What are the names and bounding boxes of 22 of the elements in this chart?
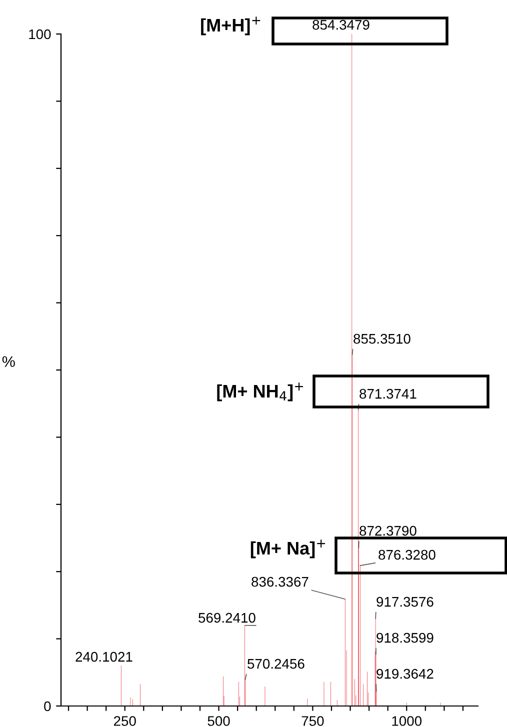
annotation: 854.3479 [312,20,370,30]
annotation: 918.3599 [376,632,434,643]
annotation: [M+H]$^{+}$ [201,16,260,36]
annotation: [M+ Na]$^{+}$ [250,540,326,558]
annotation: 872.3790 [360,526,416,536]
x-tick-label: 1000 [392,716,422,726]
x-tick-label: 750 [302,716,324,726]
annotation: [M+ NH$_{4}$]$^{+}$ [217,382,303,402]
y-tick-label: 0 [44,701,51,712]
annotation: 240.1021 [76,652,132,662]
x-tick-label: 500 [208,716,230,726]
annotation: 836.3367 [252,576,308,587]
annotation: 855.3510 [354,334,410,344]
annotation: 570.2456 [248,658,304,669]
annotation: 871.3741 [360,388,416,399]
y-tick-label: 100 [29,29,51,40]
annotation: 876.3280 [378,550,436,560]
y-axis-title: % [2,356,15,367]
annotation: 917.3576 [376,596,434,607]
annotation: 919.3642 [376,668,434,679]
annotation: 569.2410 [198,612,256,623]
x-tick-label: 250 [114,716,136,726]
